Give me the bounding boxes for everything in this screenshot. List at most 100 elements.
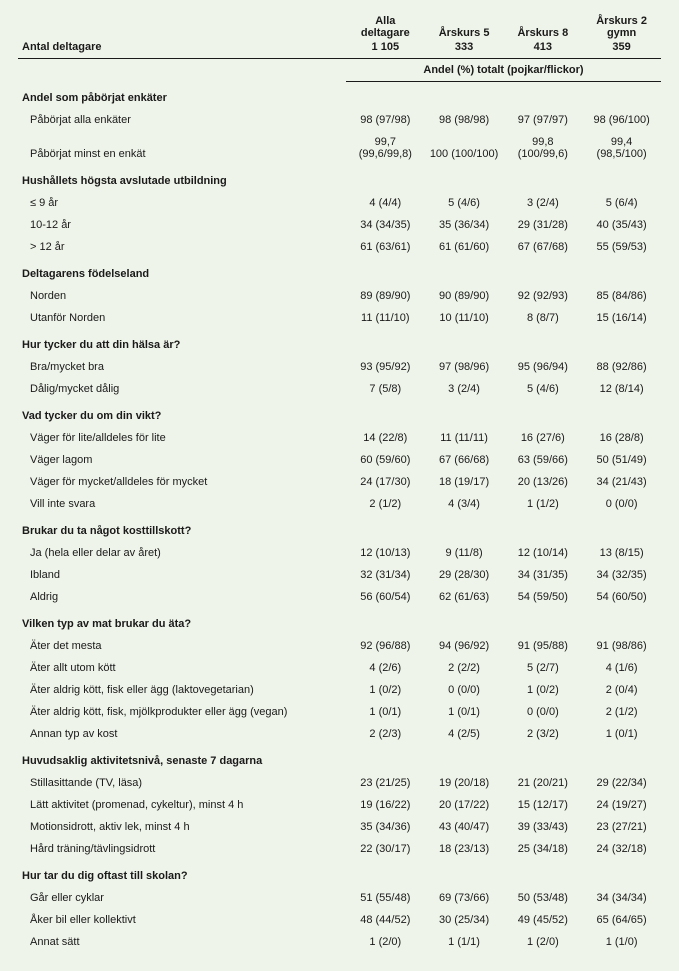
cell-value: 98 (97/98) — [346, 109, 425, 131]
cell-value: 0 (0/0) — [503, 701, 582, 723]
cell-value: 40 (35/43) — [582, 214, 661, 236]
table-row: ≤ 9 år4 (4/4)5 (4/6)3 (2/4)5 (6/4) — [18, 192, 661, 214]
cell-value: 97 (97/97) — [503, 109, 582, 131]
cell-value: 1 (1/0) — [582, 931, 661, 953]
section-title: Vilken typ av mat brukar du äta? — [18, 608, 661, 635]
table-row: Bra/mycket bra93 (95/92)97 (98/96)95 (96… — [18, 356, 661, 378]
cell-value: 7 (5/8) — [346, 378, 425, 400]
section-title: Hushållets högsta avslutade utbildning — [18, 165, 661, 192]
table-row: Väger för lite/alldeles för lite14 (22/8… — [18, 427, 661, 449]
cell-value: 65 (64/65) — [582, 909, 661, 931]
table-row: Äter det mesta92 (96/88)94 (96/92)91 (95… — [18, 635, 661, 657]
cell-value: 34 (34/34) — [582, 887, 661, 909]
cell-value: 69 (73/66) — [425, 887, 504, 909]
table-row: Väger lagom60 (59/60)67 (66/68)63 (59/66… — [18, 449, 661, 471]
cell-value: 61 (61/60) — [425, 236, 504, 258]
cell-value: 1 (0/1) — [346, 701, 425, 723]
row-label: Norden — [18, 285, 346, 307]
cell-value: 20 (17/22) — [425, 794, 504, 816]
cell-value: 55 (59/53) — [582, 236, 661, 258]
table-row: Åker bil eller kollektivt48 (44/52)30 (2… — [18, 909, 661, 931]
cell-value: 89 (89/90) — [346, 285, 425, 307]
cell-value: 4 (2/5) — [425, 723, 504, 745]
row-label: > 12 år — [18, 236, 346, 258]
cell-value: 35 (34/36) — [346, 816, 425, 838]
table-row: Dålig/mycket dålig7 (5/8)3 (2/4)5 (4/6)1… — [18, 378, 661, 400]
cell-value: 61 (63/61) — [346, 236, 425, 258]
table-row: Annan typ av kost2 (2/3)4 (2/5)2 (3/2)1 … — [18, 723, 661, 745]
cell-value: 67 (67/68) — [503, 236, 582, 258]
section-title: Huvudsaklig aktivitetsnivå, senaste 7 da… — [18, 745, 661, 772]
cell-value: 85 (84/86) — [582, 285, 661, 307]
data-table: Alla deltagare Årskurs 5 Årskurs 8 Årsku… — [18, 10, 661, 953]
cell-value: 8 (8/7) — [503, 307, 582, 329]
cell-value: 1 (0/1) — [425, 701, 504, 723]
cell-value: 16 (27/6) — [503, 427, 582, 449]
col-header-0-title: Alla deltagare — [346, 10, 425, 41]
col-header-3-title: Årskurs 2 gymn — [582, 10, 661, 41]
cell-value: 5 (4/6) — [503, 378, 582, 400]
row-label: Ibland — [18, 564, 346, 586]
row-label: Stillasittande (TV, läsa) — [18, 772, 346, 794]
row-label: Bra/mycket bra — [18, 356, 346, 378]
row-label: Motionsidrott, aktiv lek, minst 4 h — [18, 816, 346, 838]
row-label: Dålig/mycket dålig — [18, 378, 346, 400]
row-label: Äter aldrig kött, fisk, mjölkprodukter e… — [18, 701, 346, 723]
section-title: Brukar du ta något kosttillskott? — [18, 515, 661, 542]
table-row: Väger för mycket/alldeles för mycket24 (… — [18, 471, 661, 493]
cell-value: 11 (11/10) — [346, 307, 425, 329]
cell-value: 4 (2/6) — [346, 657, 425, 679]
cell-value: 95 (96/94) — [503, 356, 582, 378]
cell-value: 12 (10/13) — [346, 542, 425, 564]
cell-value: 9 (11/8) — [425, 542, 504, 564]
cell-value: 2 (3/2) — [503, 723, 582, 745]
cell-value: 1 (0/1) — [582, 723, 661, 745]
cell-value: 48 (44/52) — [346, 909, 425, 931]
cell-value: 21 (20/21) — [503, 772, 582, 794]
table-row: Aldrig56 (60/54)62 (61/63)54 (59/50)54 (… — [18, 586, 661, 608]
cell-value: 35 (36/34) — [425, 214, 504, 236]
row-label: Vill inte svara — [18, 493, 346, 515]
table-row: 10-12 år34 (34/35)35 (36/34)29 (31/28)40… — [18, 214, 661, 236]
cell-value: 94 (96/92) — [425, 635, 504, 657]
cell-value: 91 (98/86) — [582, 635, 661, 657]
cell-value: 50 (53/48) — [503, 887, 582, 909]
cell-value: 32 (31/34) — [346, 564, 425, 586]
cell-value: 16 (28/8) — [582, 427, 661, 449]
cell-value: 30 (25/34) — [425, 909, 504, 931]
col-header-2-n: 413 — [503, 41, 582, 59]
section-title: Vad tycker du om din vikt? — [18, 400, 661, 427]
cell-value: 5 (6/4) — [582, 192, 661, 214]
cell-value: 63 (59/66) — [503, 449, 582, 471]
row-label: 10-12 år — [18, 214, 346, 236]
cell-value: 62 (61/63) — [425, 586, 504, 608]
row-label: Går eller cyklar — [18, 887, 346, 909]
cell-value: 23 (27/21) — [582, 816, 661, 838]
cell-value: 34 (32/35) — [582, 564, 661, 586]
subheader: Andel (%) totalt (pojkar/flickor) — [346, 59, 661, 82]
cell-value: 91 (95/88) — [503, 635, 582, 657]
col-header-3-n: 359 — [582, 41, 661, 59]
row-label: Väger lagom — [18, 449, 346, 471]
cell-value: 3 (2/4) — [503, 192, 582, 214]
cell-value: 24 (32/18) — [582, 838, 661, 860]
cell-value: 56 (60/54) — [346, 586, 425, 608]
page-container: Alla deltagare Årskurs 5 Årskurs 8 Årsku… — [0, 0, 679, 971]
cell-value: 1 (1/2) — [503, 493, 582, 515]
table-row: Ja (hela eller delar av året)12 (10/13)9… — [18, 542, 661, 564]
table-row: Norden89 (89/90)90 (89/90)92 (92/93)85 (… — [18, 285, 661, 307]
cell-value: 100 (100/100) — [425, 131, 504, 165]
cell-value: 24 (17/30) — [346, 471, 425, 493]
row-label: Åker bil eller kollektivt — [18, 909, 346, 931]
col-header-1-n: 333 — [425, 41, 504, 59]
row-label: Äter allt utom kött — [18, 657, 346, 679]
cell-value: 1 (0/2) — [346, 679, 425, 701]
cell-value: 29 (28/30) — [425, 564, 504, 586]
row-label: Äter det mesta — [18, 635, 346, 657]
table-row: Hård träning/tävlingsidrott22 (30/17)18 … — [18, 838, 661, 860]
table-row: Utanför Norden11 (11/10)10 (11/10)8 (8/7… — [18, 307, 661, 329]
cell-value: 50 (51/49) — [582, 449, 661, 471]
table-row: Motionsidrott, aktiv lek, minst 4 h35 (3… — [18, 816, 661, 838]
cell-value: 18 (19/17) — [425, 471, 504, 493]
cell-value: 29 (22/34) — [582, 772, 661, 794]
